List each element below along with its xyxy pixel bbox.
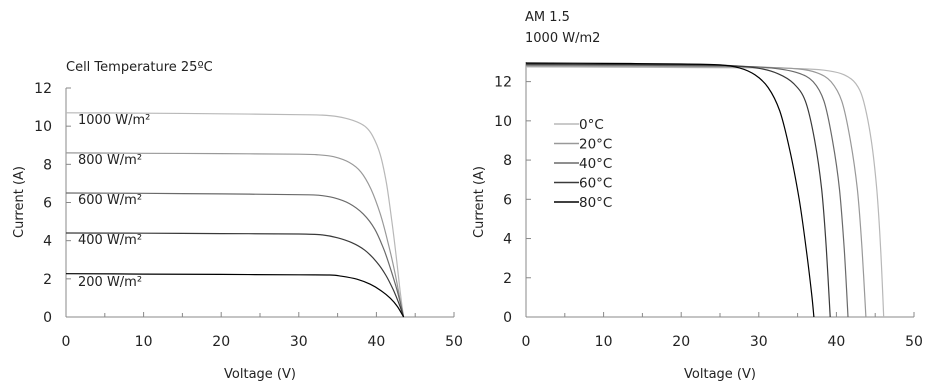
x-axis-title: Voltage (V) <box>684 367 756 382</box>
series-line <box>525 62 815 318</box>
y-tick-label: 10 <box>494 114 512 130</box>
series-lines <box>65 112 405 318</box>
chart-title: AM 1.5 <box>525 10 570 25</box>
series-line <box>525 66 885 318</box>
x-tick-label: 30 <box>290 334 308 350</box>
series-line <box>65 232 405 318</box>
y-tick-label: 12 <box>494 75 512 91</box>
legend-label: 0°C <box>579 117 604 133</box>
series-labels: 1000 W/m² 800 W/m² 600 W/m² 400 W/m² 200 W/m… <box>78 113 150 290</box>
series-label: 800 W/m² <box>78 153 142 168</box>
series-lines <box>525 62 885 318</box>
x-tick-label: 30 <box>750 334 768 350</box>
series-label: 600 W/m² <box>78 193 142 208</box>
series-line <box>525 65 867 318</box>
x-tick-label: 40 <box>367 334 385 350</box>
x-ticks: 0 10 20 30 40 50 <box>522 312 923 350</box>
y-tick-label: 0 <box>503 310 512 326</box>
series-label: 200 W/m² <box>78 275 142 290</box>
legend-label: 60°C <box>579 176 612 192</box>
y-ticks: 0 2 4 6 8 10 12 <box>34 81 71 326</box>
chart-temperature: AM 1.5 1000 W/m2 0 2 4 6 8 10 12 0 10 20 30 40 50 0… <box>472 10 923 382</box>
series-label: 1000 W/m² <box>78 113 150 128</box>
x-tick-label: 10 <box>135 334 153 350</box>
x-tick-label: 10 <box>595 334 613 350</box>
y-tick-label: 2 <box>43 272 52 288</box>
series-line <box>525 64 849 318</box>
y-tick-label: 4 <box>503 232 512 248</box>
series-label: 400 W/m² <box>78 233 142 248</box>
legend: 0°C 20°C 40°C 60°C 80°C <box>554 117 612 211</box>
x-tick-label: 50 <box>905 334 923 350</box>
legend-label: 80°C <box>579 195 612 211</box>
y-axis-title: Current (A) <box>472 166 487 238</box>
y-tick-label: 0 <box>43 310 52 326</box>
y-tick-label: 8 <box>503 153 512 169</box>
series-line <box>65 112 405 318</box>
x-tick-label: 40 <box>827 334 845 350</box>
y-tick-label: 2 <box>503 271 512 287</box>
x-axis-title: Voltage (V) <box>224 367 296 382</box>
x-tick-label: 20 <box>212 334 230 350</box>
series-line <box>65 152 405 318</box>
series-line <box>65 192 405 318</box>
chart-irradiance: Cell Temperature 25ºC 0 2 4 6 8 10 12 0 10 20 30 4… <box>12 60 463 382</box>
x-tick-label: 20 <box>672 334 690 350</box>
chart-subtitle: 1000 W/m2 <box>525 31 600 46</box>
x-tick-label: 0 <box>62 334 71 350</box>
legend-label: 40°C <box>579 156 612 172</box>
y-axis-title: Current (A) <box>12 166 27 238</box>
y-tick-label: 4 <box>43 234 52 250</box>
x-ticks: 0 10 20 30 40 50 <box>62 312 463 350</box>
y-tick-label: 6 <box>503 192 512 208</box>
y-tick-label: 6 <box>43 196 52 212</box>
series-line <box>525 63 831 318</box>
y-tick-label: 12 <box>34 81 52 97</box>
legend-label: 20°C <box>579 137 612 153</box>
x-tick-label: 0 <box>522 334 531 350</box>
y-ticks: 0 2 4 6 8 10 12 <box>494 75 531 326</box>
y-tick-label: 10 <box>34 119 52 135</box>
x-tick-label: 50 <box>445 334 463 350</box>
chart-title: Cell Temperature 25ºC <box>66 60 213 75</box>
y-tick-label: 8 <box>43 157 52 173</box>
series-line <box>65 273 405 318</box>
